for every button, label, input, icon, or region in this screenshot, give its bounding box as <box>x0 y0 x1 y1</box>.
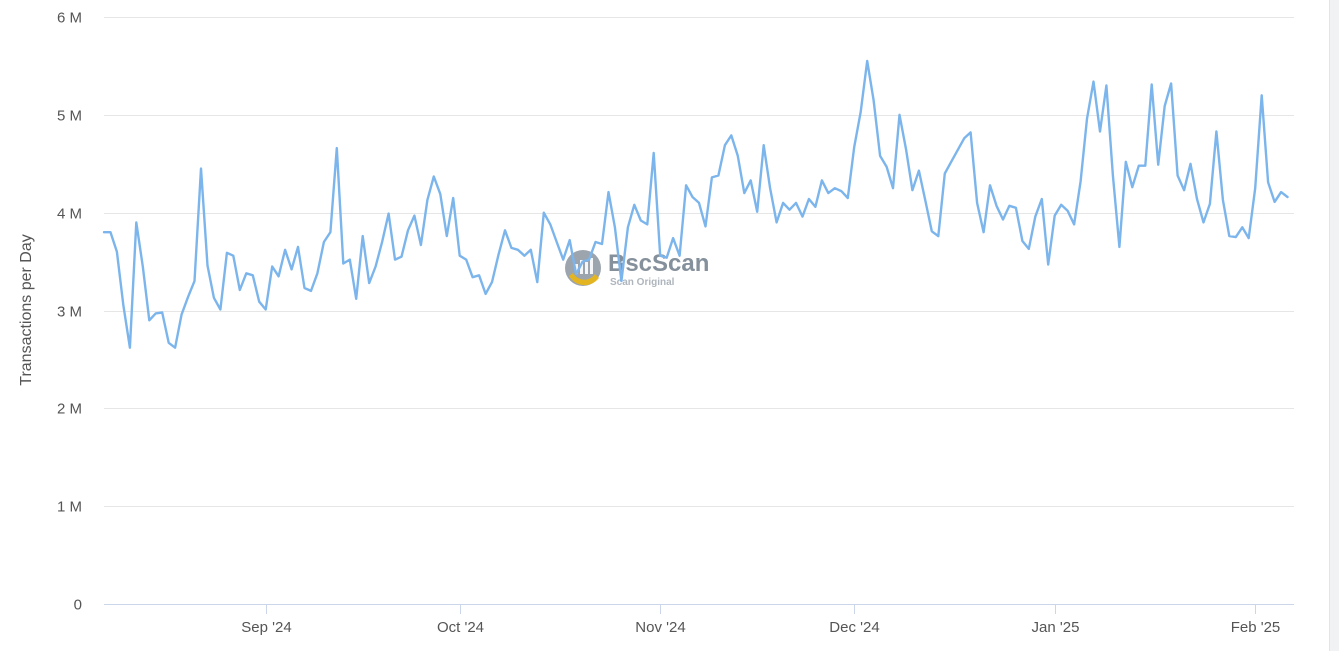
x-tick-label: Dec '24 <box>829 619 879 636</box>
x-tick-label: Nov '24 <box>635 619 685 636</box>
x-tick-label: Jan '25 <box>1032 619 1080 636</box>
y-axis-tick-labels: 0 1 M 2 M 3 M 4 M 5 M 6 M <box>57 10 82 614</box>
x-tick-label: Oct '24 <box>437 619 484 636</box>
y-tick-label: 3 M <box>57 304 82 321</box>
series-layer <box>102 59 1289 349</box>
series-line[interactable] <box>102 59 1289 349</box>
x-axis: Sep '24 Oct '24 Nov '24 Dec '24 Jan '25 Feb '… <box>104 604 1294 636</box>
y-tick-label: 6 M <box>57 10 82 27</box>
y-tick-label: 0 <box>74 597 82 614</box>
x-tick-label: Sep '24 <box>241 619 291 636</box>
watermark-tagline: Scan Original <box>610 277 675 288</box>
page-edge-scrollbar <box>1329 0 1339 651</box>
bscscan-logo-icon <box>565 250 601 286</box>
y-tick-label: 5 M <box>57 108 82 125</box>
bscscan-watermark: BscScan Scan Original <box>565 250 709 288</box>
y-tick-label: 1 M <box>57 499 82 516</box>
y-tick-label: 2 M <box>57 401 82 418</box>
x-tick-label: Feb '25 <box>1231 619 1281 636</box>
gridlines <box>104 17 1294 507</box>
y-axis-title: Transactions per Day <box>18 234 35 385</box>
y-tick-label: 4 M <box>57 206 82 223</box>
